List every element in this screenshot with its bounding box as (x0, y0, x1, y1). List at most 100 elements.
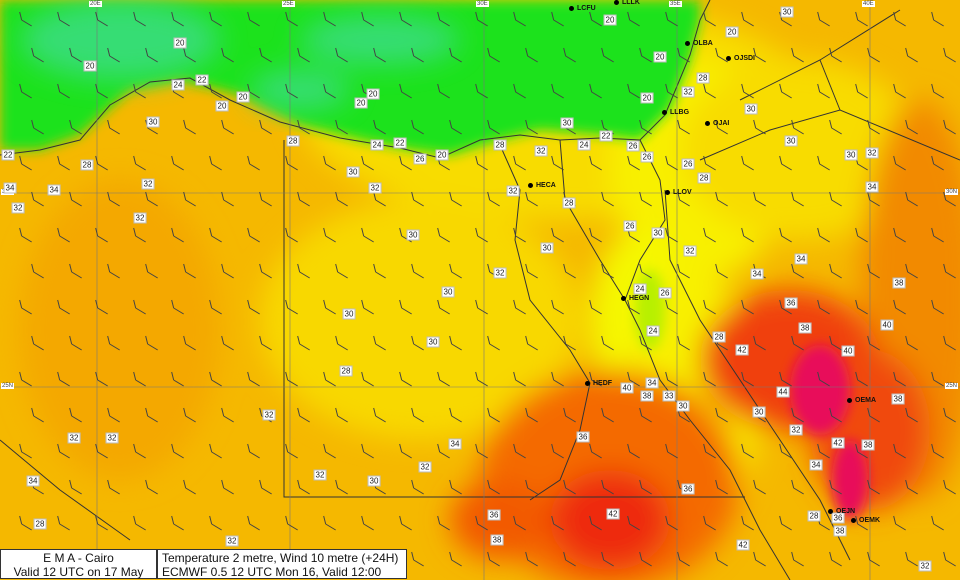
wind-barb-icon (361, 371, 374, 387)
wind-barb-icon (715, 263, 728, 279)
wind-barb-icon (589, 371, 602, 387)
wind-barb-icon (893, 11, 906, 27)
wind-barb-icon (855, 11, 868, 27)
wind-barb-icon (323, 371, 336, 387)
wind-barb-icon (893, 227, 906, 243)
station-marker: OJSDI (726, 55, 755, 62)
temperature-label: 34 (750, 268, 764, 280)
wind-barb-icon (551, 515, 564, 531)
wind-barb-icon (335, 47, 348, 63)
wind-barb-icon (665, 155, 678, 171)
station-dot-icon (847, 398, 852, 403)
wind-barb-icon (399, 299, 412, 315)
wind-barb-icon (221, 47, 234, 63)
wind-barb-icon (741, 227, 754, 243)
wind-barb-icon (931, 227, 944, 243)
wind-barb-icon (487, 191, 500, 207)
wind-barb-icon (943, 551, 956, 567)
wind-barb-icon (361, 227, 374, 243)
temperature-label: 34 (47, 184, 61, 196)
wind-barb-icon (437, 515, 450, 531)
wind-barb-icon (373, 119, 386, 135)
wind-barb-icon (513, 299, 526, 315)
temperature-label: 22 (1, 149, 15, 161)
station-marker: LLLK (614, 0, 640, 6)
wind-barb-icon (335, 263, 348, 279)
wind-barb-icon (753, 191, 766, 207)
temperature-label: 28 (807, 510, 821, 522)
wind-barb-icon (437, 299, 450, 315)
wind-barb-icon (867, 47, 880, 63)
wind-barb-icon (905, 263, 918, 279)
temperature-label: 40 (880, 319, 894, 331)
station-marker: HEDF (585, 380, 612, 387)
wind-barb-icon (513, 371, 526, 387)
wind-barb-icon (297, 47, 310, 63)
wind-barb-icon (335, 407, 348, 423)
temperature-label: 38 (891, 393, 905, 405)
wind-barb-icon (437, 11, 450, 27)
wind-barb-icon (487, 47, 500, 63)
wind-barb-icon (779, 443, 792, 459)
wind-barb-icon (221, 479, 234, 495)
wind-barb-icon (133, 155, 146, 171)
wind-barb-icon (19, 515, 32, 531)
wind-barb-icon (399, 515, 412, 531)
temperature-label: 20 (725, 26, 739, 38)
station-marker: HEGN (621, 295, 649, 302)
wind-barb-icon (437, 443, 450, 459)
temperature-label: 32 (683, 245, 697, 257)
wind-barb-icon (525, 407, 538, 423)
longitude-label: 35E (669, 1, 682, 7)
wind-barb-icon (69, 119, 82, 135)
wind-barb-icon (715, 119, 728, 135)
wind-barb-icon (449, 263, 462, 279)
wind-barb-icon (703, 83, 716, 99)
wind-barb-icon (285, 371, 298, 387)
wind-barb-icon (639, 479, 652, 495)
wind-barb-icon (411, 263, 424, 279)
wind-barb-icon (171, 227, 184, 243)
station-dot-icon (828, 509, 833, 514)
wind-barb-icon (31, 263, 44, 279)
wind-barb-icon (107, 479, 120, 495)
wind-barb-icon (449, 407, 462, 423)
wind-barb-icon (221, 119, 234, 135)
wind-barb-icon (487, 335, 500, 351)
wind-barb-icon (665, 11, 678, 27)
wind-barb-icon (475, 83, 488, 99)
temperature-label: 34 (794, 253, 808, 265)
temperature-label: 32 (418, 461, 432, 473)
station-dot-icon (614, 0, 619, 5)
wind-barb-icon (639, 407, 652, 423)
temperature-label: 44 (776, 386, 790, 398)
wind-barb-icon (627, 11, 640, 27)
wind-barb-icon (905, 119, 918, 135)
wind-barb-icon (171, 443, 184, 459)
wind-barb-icon (285, 299, 298, 315)
wind-barb-icon (107, 47, 120, 63)
wind-barb-icon (703, 443, 716, 459)
wind-barb-icon (475, 371, 488, 387)
wind-barb-icon (57, 515, 70, 531)
wind-barb-icon (867, 263, 880, 279)
wind-barb-icon (639, 191, 652, 207)
wind-barb-icon (715, 47, 728, 63)
temperature-label: 32 (506, 185, 520, 197)
station-name: OLBA (693, 40, 713, 47)
wind-barb-icon (107, 191, 120, 207)
wind-barb-icon (285, 515, 298, 531)
wind-barb-icon (867, 479, 880, 495)
wind-barb-icon (95, 155, 108, 171)
wind-barb-icon (779, 299, 792, 315)
temperature-label: 26 (640, 151, 654, 163)
wind-barb-icon (247, 83, 260, 99)
wind-barb-icon (107, 335, 120, 351)
wind-barb-icon (285, 11, 298, 27)
wind-barb-icon (855, 83, 868, 99)
wind-barb-icon (627, 371, 640, 387)
station-dot-icon (528, 183, 533, 188)
wind-barb-icon (627, 83, 640, 99)
wind-barb-icon (411, 479, 424, 495)
